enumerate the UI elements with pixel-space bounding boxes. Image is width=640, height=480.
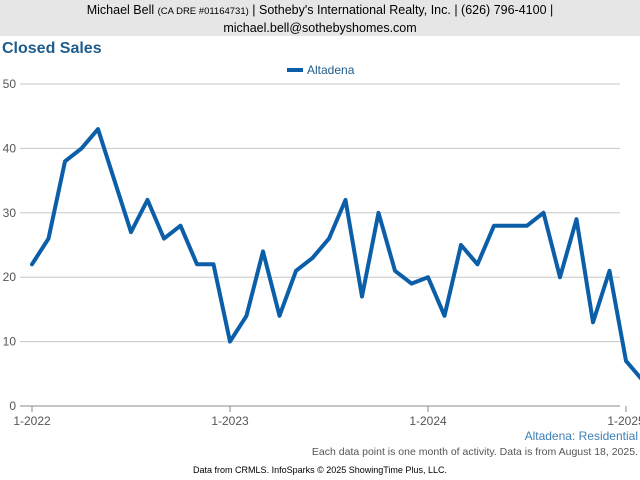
chart-legend: Altadena <box>287 62 354 78</box>
chart-series <box>30 127 640 381</box>
y-tick-label: 20 <box>3 270 17 284</box>
agent-email: michael.bell@sothebyshomes.com <box>223 21 417 35</box>
series-description: Altadena: Residential <box>524 429 638 443</box>
agent-company-phone: | Sotheby's International Realty, Inc. |… <box>252 3 554 17</box>
agent-header-line1: Michael Bell (CA DRE #01164731) | Sotheb… <box>0 2 640 20</box>
data-source: Data from CRMLS. InfoSparks © 2025 Showi… <box>193 465 447 475</box>
chart-title: Closed Sales <box>2 40 102 57</box>
chart-grid <box>20 83 620 343</box>
y-tick-label: 10 <box>3 335 17 349</box>
legend-label-altadena: Altadena <box>307 63 355 77</box>
x-tick-label: 1-2024 <box>409 414 447 428</box>
series-line-altadena <box>30 127 640 381</box>
chart-axes: 0 10 20 30 40 50 1-2022 1-2023 1-2024 1-2025 <box>3 77 640 428</box>
legend-swatch <box>287 68 303 72</box>
x-tick-label: 1-2023 <box>211 414 249 428</box>
agent-header: Michael Bell (CA DRE #01164731) | Sotheb… <box>0 0 640 36</box>
y-tick-label: 50 <box>3 77 17 91</box>
agent-license: (CA DRE #01164731) <box>157 6 249 17</box>
y-tick-label: 0 <box>9 399 16 413</box>
y-tick-label: 40 <box>3 141 17 155</box>
agent-name: Michael Bell <box>86 3 155 17</box>
x-tick-label: 1-2022 <box>13 414 51 428</box>
x-tick-label: 1-2025 <box>607 414 640 428</box>
data-note: Each data point is one month of activity… <box>311 446 638 458</box>
y-tick-label: 30 <box>3 206 17 220</box>
